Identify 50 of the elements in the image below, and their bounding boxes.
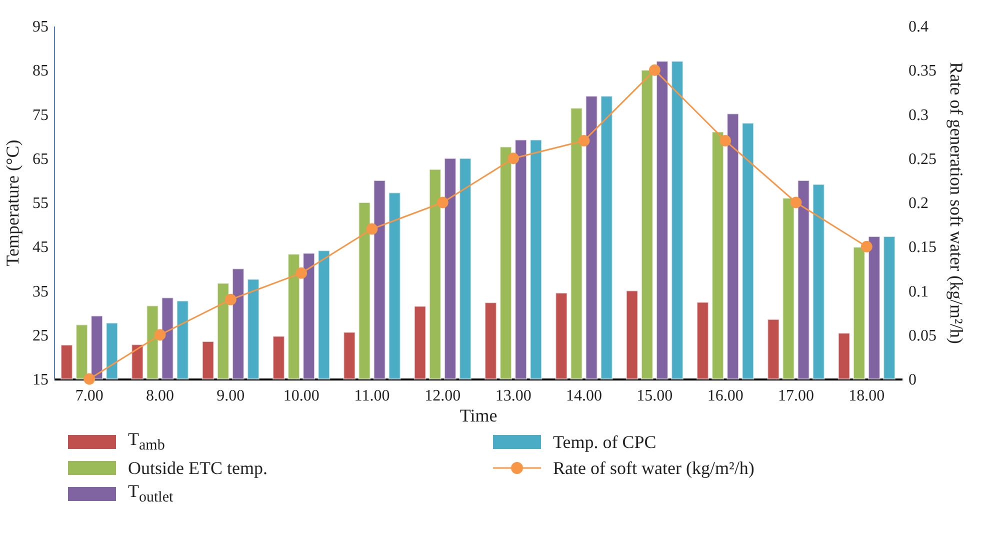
y-tick-label: 65 [32, 150, 48, 168]
x-tick-label: 11.00 [354, 388, 390, 404]
y2-axis-title: Rate of generation soft water (kg/m²/h) [946, 62, 966, 344]
x-tick-label: 15.00 [636, 388, 673, 404]
y-tick-label: 25 [32, 327, 48, 344]
x-tick-label: 8.00 [146, 388, 174, 404]
legend-label: Temp. of CPC [553, 432, 656, 452]
point [860, 240, 872, 252]
point [366, 223, 378, 235]
y-tick-label: 75 [32, 106, 48, 124]
point [720, 135, 732, 146]
point [578, 135, 590, 146]
y2-tick-label: 0.4 [908, 18, 928, 36]
y2-tick-label: 0.3 [908, 106, 928, 124]
x-tick-label: 12.00 [424, 388, 461, 404]
legend-label: T$_{outlet}$ [128, 481, 174, 507]
y-tick-label: 35 [32, 283, 48, 300]
x-tick-label: 10.00 [283, 388, 320, 404]
y2-tick-label: 0.25 [908, 150, 936, 168]
y2-tick-label: 0.35 [908, 62, 936, 80]
legend-label: Rate of soft water (kg/m²/h) [553, 458, 754, 478]
y-tick-label: 15 [32, 372, 48, 388]
legend-label: Outside ETC temp. [128, 458, 268, 478]
point [436, 196, 448, 208]
y2-tick-label: 0.15 [908, 239, 936, 256]
point [84, 373, 96, 385]
x-tick-label: 9.00 [216, 388, 245, 404]
point [224, 294, 236, 306]
point [508, 152, 520, 164]
x-tick-label: 14.00 [566, 388, 602, 404]
y-tick-label: 55 [32, 195, 48, 212]
y2-tick-label: 0 [908, 372, 916, 388]
x-tick-label: 17.00 [778, 388, 814, 404]
x-tick-label: 18.00 [848, 388, 885, 404]
point [648, 64, 660, 76]
x-tick-label: 7.00 [75, 388, 104, 404]
x-tick-label: 16.00 [707, 388, 744, 404]
point [790, 196, 802, 208]
y-tick-label: 45 [32, 239, 48, 256]
y-tick-label: 85 [32, 62, 48, 80]
y2-tick-label: 0.1 [908, 283, 928, 300]
point [154, 329, 166, 341]
y2-tick-label: 0.2 [908, 195, 928, 212]
x-axis-title: Time [460, 406, 498, 426]
y-axis-title: Temperature (°C) [2, 140, 22, 266]
legend-label: T$_{amb}$ [128, 429, 165, 455]
y-tick-label: 95 [32, 18, 48, 36]
point [296, 267, 308, 279]
x-tick-label: 13.00 [495, 388, 532, 404]
y2-tick-label: 0.05 [908, 327, 936, 344]
